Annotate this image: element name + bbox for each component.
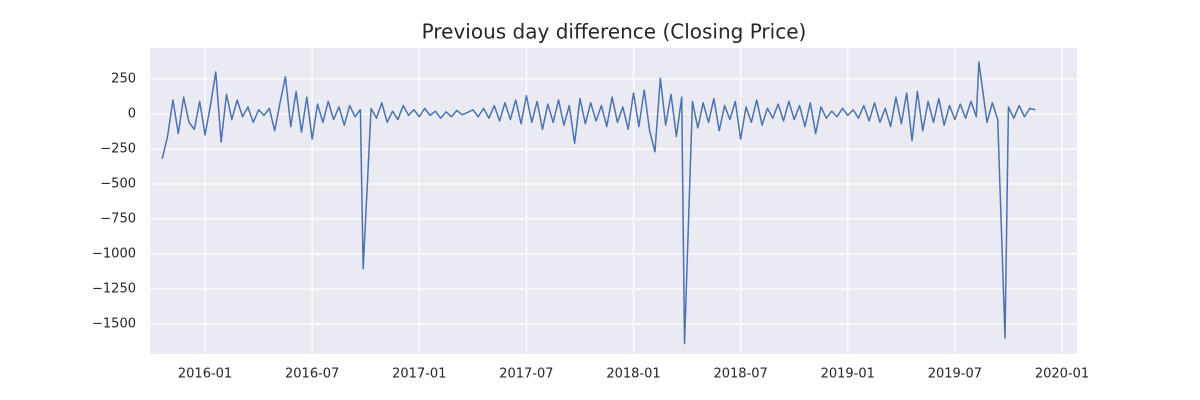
- y-tick-label: 250: [111, 71, 136, 86]
- data-line: [161, 61, 1036, 345]
- x-tick-label: 2018-07: [713, 367, 767, 382]
- y-tick-label: −250: [100, 141, 136, 156]
- x-tick-label: 2019-07: [928, 367, 982, 382]
- y-tick-label: −1250: [92, 282, 136, 297]
- x-tick-label: 2017-01: [392, 367, 446, 382]
- x-tick-label: 2016-07: [285, 367, 339, 382]
- y-tick-label: −500: [100, 176, 136, 191]
- x-tick-label: 2017-07: [499, 367, 553, 382]
- chart-title: Previous day difference (Closing Price): [422, 20, 807, 44]
- x-tick-label: 2016-01: [178, 367, 232, 382]
- marks: [161, 61, 1036, 345]
- plot-area: [150, 48, 1077, 354]
- y-tick-label: −1000: [92, 247, 136, 262]
- x-tick-label: 2018-01: [606, 367, 660, 382]
- y-tick-label: −1500: [92, 317, 136, 332]
- x-tick-label: 2020-01: [1035, 367, 1089, 382]
- y-tick-label: −750: [100, 211, 136, 226]
- y-tick-label: 0: [128, 106, 136, 121]
- x-tick-label: 2019-01: [821, 367, 875, 382]
